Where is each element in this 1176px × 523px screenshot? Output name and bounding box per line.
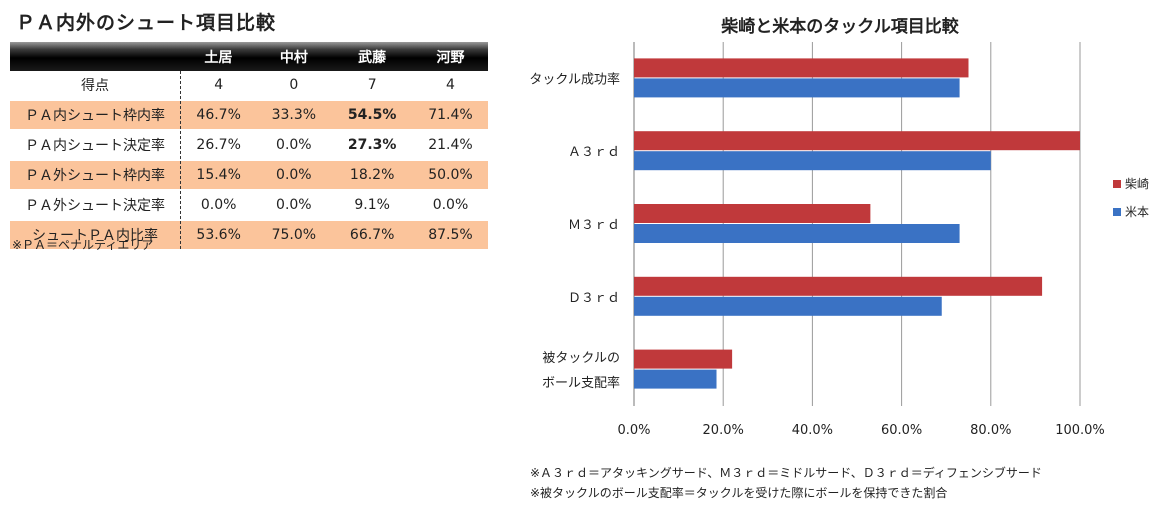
tackle-bar-chart: タックル成功率 Ａ３ｒｄ Ｍ３ｒｄ Ｄ３ｒｄ 被タックルのボール支配率 0.0% 20.0%…: [529, 42, 1149, 438]
bar-yonemoto: [634, 224, 960, 243]
category-label: ボール支配率: [542, 375, 620, 391]
table-cell: 50.0%: [412, 159, 488, 190]
category-label: Ｍ３ｒｄ: [568, 218, 620, 233]
table-cell: 18.2%: [331, 159, 413, 190]
row-label: ＰＡ外シュート決定率: [10, 189, 181, 220]
bar-yonemoto: [634, 296, 942, 316]
pa-note: ※ＰＡ＝ペナルティエリア: [12, 238, 154, 252]
table-cell: 15.4%: [180, 159, 257, 190]
row-label: シュートＰＡ内比率: [10, 219, 181, 249]
bar-yonemoto: [634, 78, 960, 98]
table-cell: 26.7%: [180, 129, 257, 160]
category-label: 被タックルの: [542, 351, 620, 366]
x-tick-label: 40.0%: [792, 423, 833, 438]
bar-yonemoto: [634, 151, 991, 171]
table-title: ＰＡ内外のシュート項目比較: [16, 12, 277, 34]
header-kono: 河野: [412, 42, 488, 71]
table-cell: 0.0%: [412, 189, 488, 220]
row-label: 得点: [10, 71, 181, 100]
bar-shibasaki: [634, 131, 1080, 151]
table-cell: 4: [446, 77, 455, 93]
header-doi: 土居: [180, 42, 257, 71]
table-row: ＰＡ外シュート枠内率 15.4% 0.0% 18.2% 50.0%: [10, 159, 488, 190]
table-row: ＰＡ内シュート決定率 26.7% 0.0% 27.3% 21.4%: [10, 129, 488, 160]
table-cell: 27.3%: [331, 129, 413, 160]
category-label: Ａ３ｒｄ: [568, 145, 620, 160]
footnotes: ※Ａ３ｒｄ＝アタッキングサード、Ｍ３ｒｄ＝ミドルサード、Ｄ３ｒｄ＝ディフェンシブ…: [530, 463, 1042, 503]
table-cell: 0.0%: [256, 159, 332, 190]
x-tick-label: 100.0%: [1055, 423, 1105, 438]
row-label: ＰＡ外シュート枠内率: [10, 159, 181, 190]
table-cell: 87.5%: [412, 219, 488, 249]
x-tick-label: 0.0%: [617, 423, 650, 438]
table-cell: 21.4%: [412, 129, 488, 160]
table-cell: 54.5%: [331, 99, 413, 130]
footnote-possession: ※被タックルのボール支配率＝タックルを受けた際にボールを保持できた割合: [530, 486, 948, 500]
row-label: ＰＡ内シュート決定率: [10, 129, 181, 160]
table-cell: 66.7%: [331, 219, 413, 249]
legend-swatch: [1113, 208, 1121, 216]
table-cell: 7: [367, 77, 377, 93]
row-label: ＰＡ内シュート枠内率: [10, 99, 181, 130]
legend-label: 柴崎: [1125, 177, 1149, 191]
bar-shibasaki: [634, 204, 871, 223]
table-cell: 0.0%: [256, 189, 332, 220]
table-cell: 0.0%: [256, 129, 332, 160]
table-cell: 33.3%: [256, 99, 332, 130]
bar-yonemoto: [634, 369, 717, 389]
header-nakamura: 中村: [256, 42, 332, 71]
chart-title: 柴崎と米本のタックル項目比較: [721, 17, 959, 37]
bar-shibasaki: [634, 276, 1043, 296]
table-cell: 75.0%: [256, 219, 332, 249]
table-cell: 0: [289, 77, 299, 93]
table-row: シュートＰＡ内比率 53.6% 75.0% 66.7% 87.5%: [10, 219, 488, 249]
table-cell: 9.1%: [331, 189, 413, 220]
table-cell: 53.6%: [180, 219, 257, 249]
table-row: 得点 4 0 7 4: [10, 71, 488, 100]
bar-shibasaki: [634, 349, 733, 369]
table-header-row: 土居 中村 武藤 河野: [10, 42, 488, 71]
header-muto: 武藤: [331, 42, 413, 71]
legend-label: 米本: [1125, 205, 1149, 219]
table-cell: 71.4%: [412, 99, 488, 130]
x-tick-label: 80.0%: [970, 423, 1011, 438]
table-cell: 0.0%: [180, 189, 257, 220]
x-tick-label: 20.0%: [703, 423, 744, 438]
table-row: ＰＡ内シュート枠内率 46.7% 33.3% 54.5% 71.4%: [10, 99, 488, 130]
table-row: ＰＡ外シュート決定率 0.0% 0.0% 9.1% 0.0%: [10, 189, 488, 220]
legend-swatch: [1113, 180, 1121, 188]
table-cell: 46.7%: [180, 99, 257, 130]
category-label: タックル成功率: [529, 71, 620, 87]
category-label: Ｄ３ｒｄ: [568, 291, 620, 306]
shoot-comparison-table: 土居 中村 武藤 河野 得点 4 0 7 4 ＰＡ内シュート枠内率 46.7% 33.3% 54…: [10, 42, 488, 249]
table-cell: 4: [214, 77, 224, 93]
x-tick-label: 60.0%: [881, 423, 922, 438]
header-corner: [10, 42, 181, 71]
bar-shibasaki: [634, 58, 969, 78]
footnote-thirds: ※Ａ３ｒｄ＝アタッキングサード、Ｍ３ｒｄ＝ミドルサード、Ｄ３ｒｄ＝ディフェンシブ…: [530, 466, 1042, 480]
